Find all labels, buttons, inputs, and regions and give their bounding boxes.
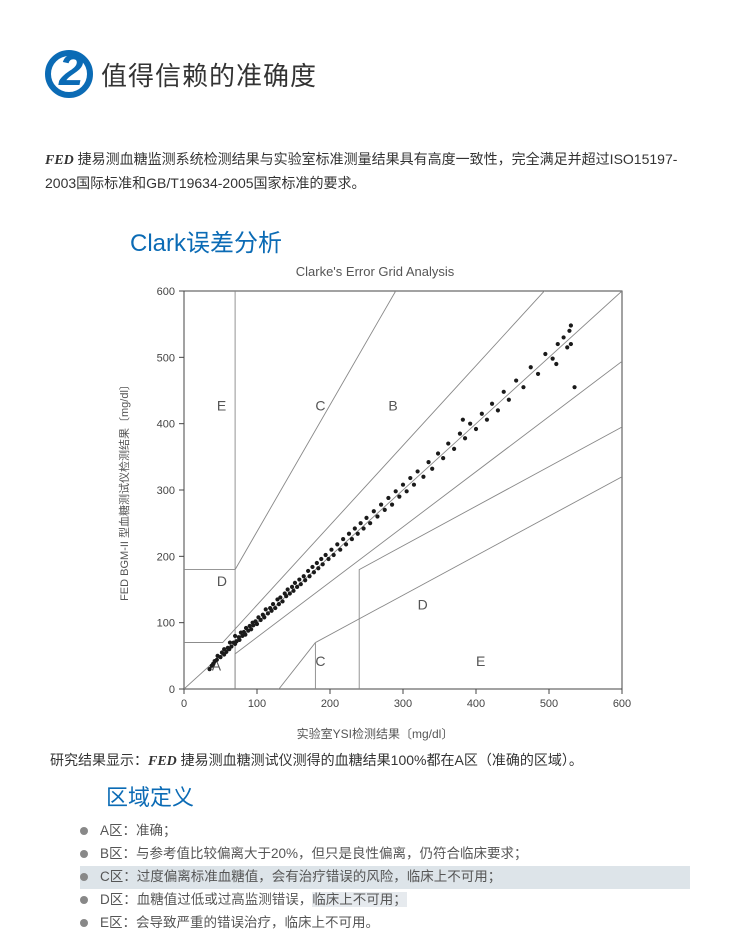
bullet-icon: [80, 827, 88, 835]
svg-text:0: 0: [169, 684, 175, 696]
badge-2-icon: 2: [45, 50, 93, 98]
svg-text:500: 500: [157, 352, 175, 364]
summary-text: 研究结果显示：FED 捷易测血糖测试仪测得的血糖结果100%都在A区（准确的区域…: [0, 742, 750, 770]
zone-d-hl: 临床上不可用；: [312, 892, 407, 907]
zone-e: E区：会导致严重的错误治疗，临床上不可用。: [80, 912, 690, 935]
zone-definitions: A区：准确； B区：与参考值比较偏离大于20%，但只是良性偏离，仍符合临床要求；…: [0, 820, 750, 935]
svg-text:200: 200: [321, 698, 339, 710]
svg-text:C: C: [315, 397, 325, 413]
summary-pre: 研究结果显示：: [50, 752, 148, 768]
zone-d: D区：血糖值过低或过高监测错误，临床上不可用；: [80, 889, 690, 912]
svg-text:B: B: [388, 397, 397, 413]
summary-post: 捷易测血糖测试仪测得的血糖结果100%都在A区（准确的区域）。: [177, 752, 583, 768]
zone-b: B区：与参考值比较偏离大于20%，但只是良性偏离，仍符合临床要求；: [80, 843, 690, 866]
zone-c-text: C区：过度偏离标准血糖值，会有治疗错误的风险，临床上不可用；: [100, 869, 501, 884]
zone-a: A区：准确；: [80, 820, 690, 843]
bullet-icon: [80, 919, 88, 927]
section-title-clark: Clark误差分析: [0, 205, 750, 264]
svg-text:600: 600: [613, 698, 631, 710]
svg-text:C: C: [315, 653, 325, 669]
zone-d-pre: D区：血糖值过低或过高监测错误，: [100, 892, 312, 907]
chart-title: Clarke's Error Grid Analysis: [110, 264, 640, 279]
svg-text:0: 0: [181, 698, 187, 710]
svg-text:E: E: [217, 397, 226, 413]
brand-logo-text: FED: [45, 153, 74, 168]
intro-body: 捷易测血糖监测系统检测结果与实验室标准测量结果具有高度一致性，完全满足并超过IS…: [45, 151, 677, 191]
svg-text:400: 400: [467, 698, 485, 710]
bullet-icon: [80, 873, 88, 881]
zone-a-text: A区：准确；: [100, 823, 177, 838]
svg-text:300: 300: [157, 485, 175, 497]
svg-text:D: D: [217, 573, 227, 589]
bullet-icon: [80, 850, 88, 858]
svg-text:100: 100: [157, 617, 175, 629]
svg-text:400: 400: [157, 418, 175, 430]
zone-b-text: B区：与参考值比较偏离大于20%，但只是良性偏离，仍符合临床要求；: [100, 846, 528, 861]
svg-text:E: E: [476, 653, 485, 669]
svg-text:FED BGM-II 型血糖测试仪检测结果〔mg/dl〕: FED BGM-II 型血糖测试仪检测结果〔mg/dl〕: [117, 379, 131, 601]
svg-text:300: 300: [394, 698, 412, 710]
svg-text:200: 200: [157, 551, 175, 563]
header: 2 值得信赖的准确度: [0, 0, 750, 108]
page-title: 值得信赖的准确度: [101, 56, 317, 93]
intro-text: FED 捷易测血糖监测系统检测结果与实验室标准测量结果具有高度一致性，完全满足并…: [0, 108, 750, 205]
svg-text:D: D: [418, 596, 428, 612]
bullet-icon: [80, 896, 88, 904]
x-axis-label: 实验室YSI检测结果〔mg/dl〕: [110, 725, 640, 742]
svg-text:100: 100: [248, 698, 266, 710]
clarke-grid-chart: 00 100 100 200 200 300 300 400 400 500 500 600 600 FE…: [110, 283, 640, 723]
svg-text:500: 500: [540, 698, 558, 710]
zone-e-text: E区：会导致严重的错误治疗，临床上不可用。: [100, 915, 379, 930]
brand-logo-text: FED: [148, 754, 177, 769]
section-title-zones: 区域定义: [0, 770, 750, 820]
svg-text:600: 600: [157, 286, 175, 298]
chart-container: Clarke's Error Grid Analysis 00 100 100 200…: [0, 264, 750, 742]
zone-c: C区：过度偏离标准血糖值，会有治疗错误的风险，临床上不可用；: [80, 866, 690, 889]
